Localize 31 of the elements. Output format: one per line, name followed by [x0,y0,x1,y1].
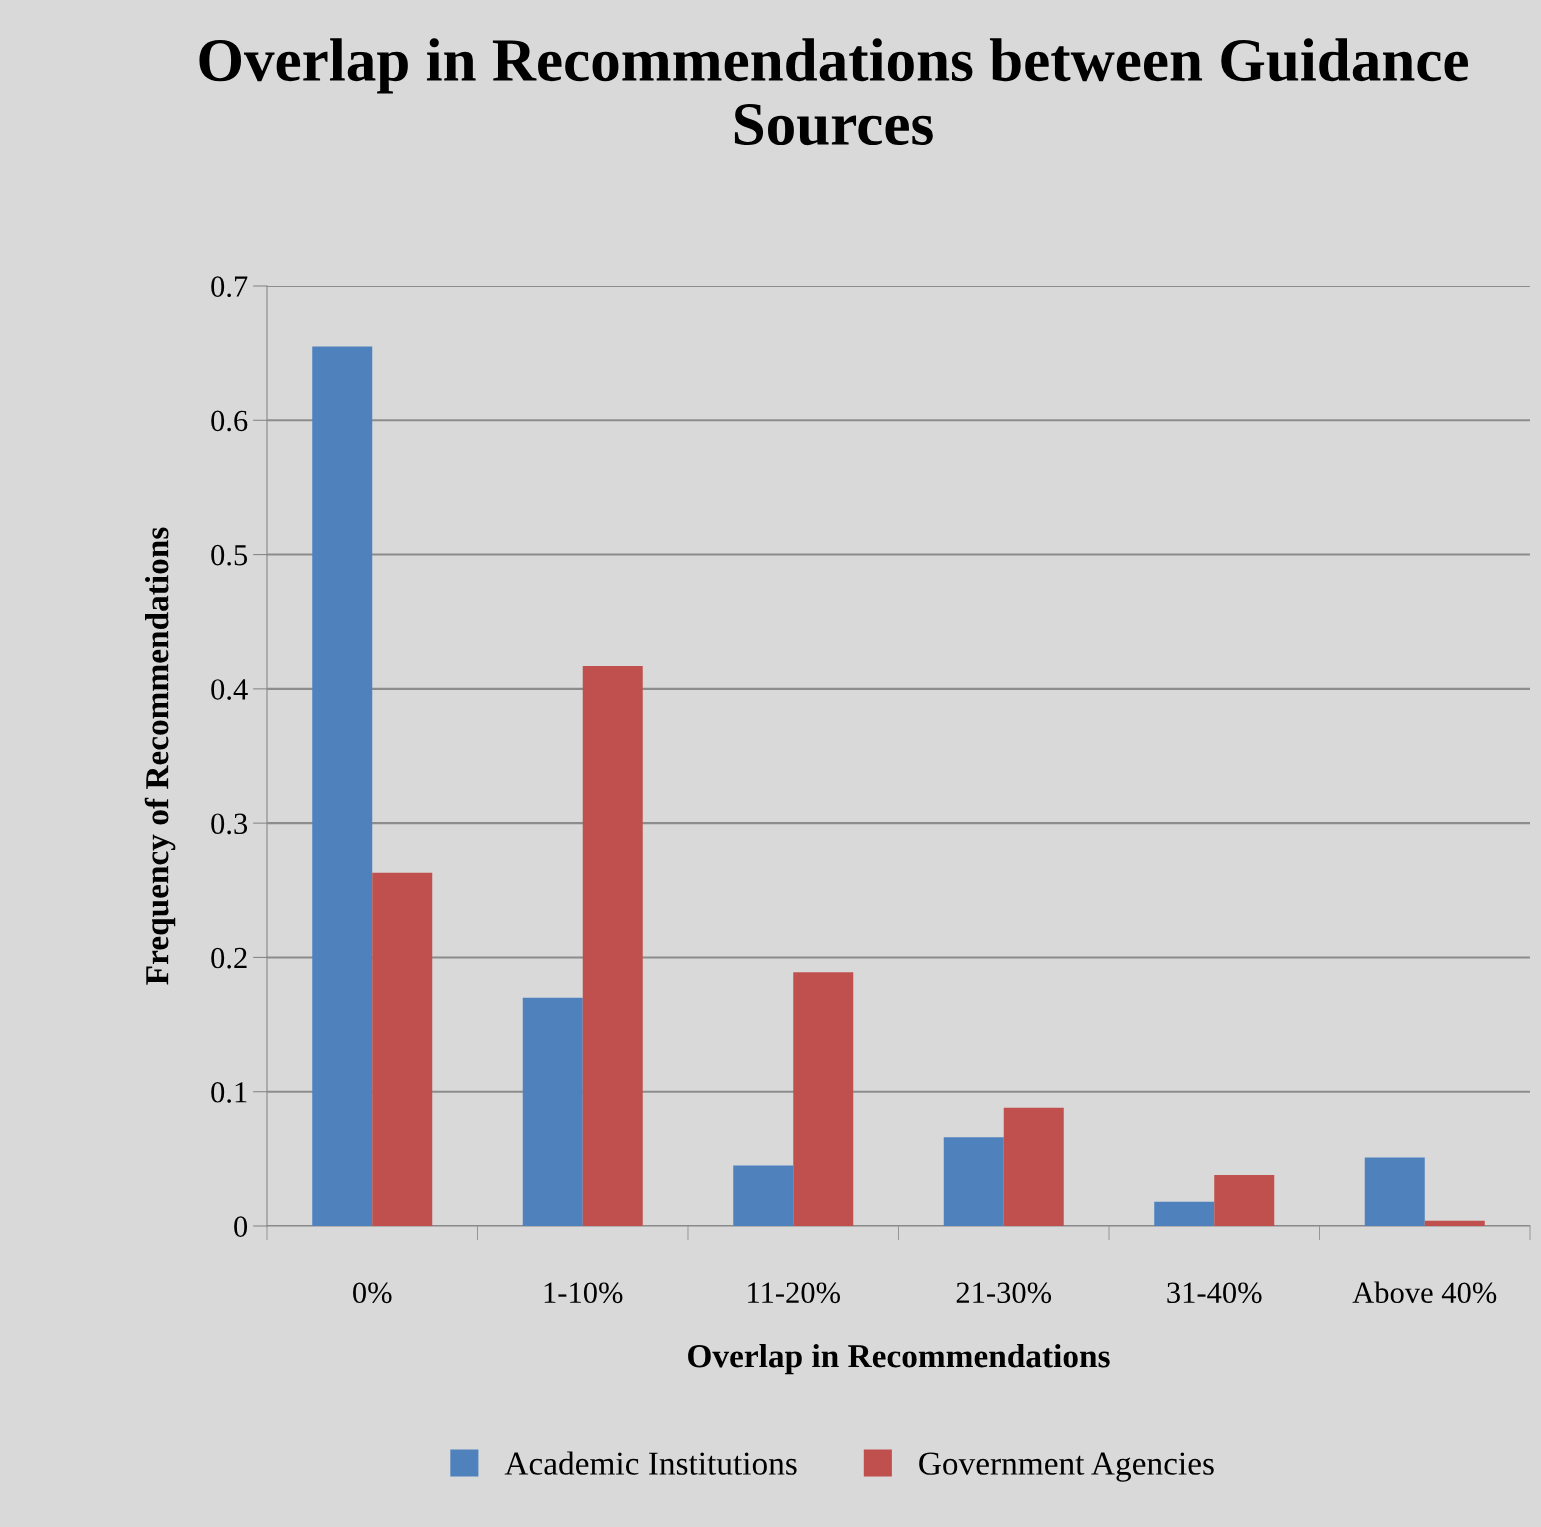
x-tick-label: 11-20% [748,1282,841,1304]
y-tick-label: 0.3 [211,813,248,835]
chart-title: Overlap in Recommendations between Guidance Sources [199,38,1468,146]
bar [1154,1201,1215,1226]
bar [1214,1174,1275,1226]
bar [793,972,854,1226]
bar [943,1137,1004,1226]
y-tick-label: 0.7 [211,276,248,298]
bar [1364,1157,1425,1226]
x-tick-label: Above 40% [1352,1281,1497,1304]
legend-label: Government Agencies [919,1452,1214,1482]
y-tick-label: 0.2 [211,947,247,969]
y-tick-label: 0.6 [211,410,248,432]
y-tick-label: 0.1 [211,1082,247,1103]
x-axis-title: Overlap in Recommendations [688,1343,1110,1375]
x-tick-label: 21-30% [956,1282,1052,1304]
bar [1424,1220,1485,1226]
x-tick-label: 0% [353,1282,392,1304]
bar [1003,1107,1064,1226]
bar [733,1165,794,1226]
bar [522,997,583,1226]
y-tick-label: 0.5 [211,544,248,566]
bar [312,346,373,1226]
y-tick-label: 0.4 [211,679,248,700]
bar [372,872,433,1226]
y-tick-label: 0 [234,1216,248,1237]
x-tick-label: 1-10% [544,1282,623,1304]
legend-label: Academic Institutions [504,1451,797,1475]
x-tick-label: 31-40% [1167,1282,1262,1304]
y-axis-title: Frequency of Recommendations [144,527,176,985]
bar [582,666,643,1226]
